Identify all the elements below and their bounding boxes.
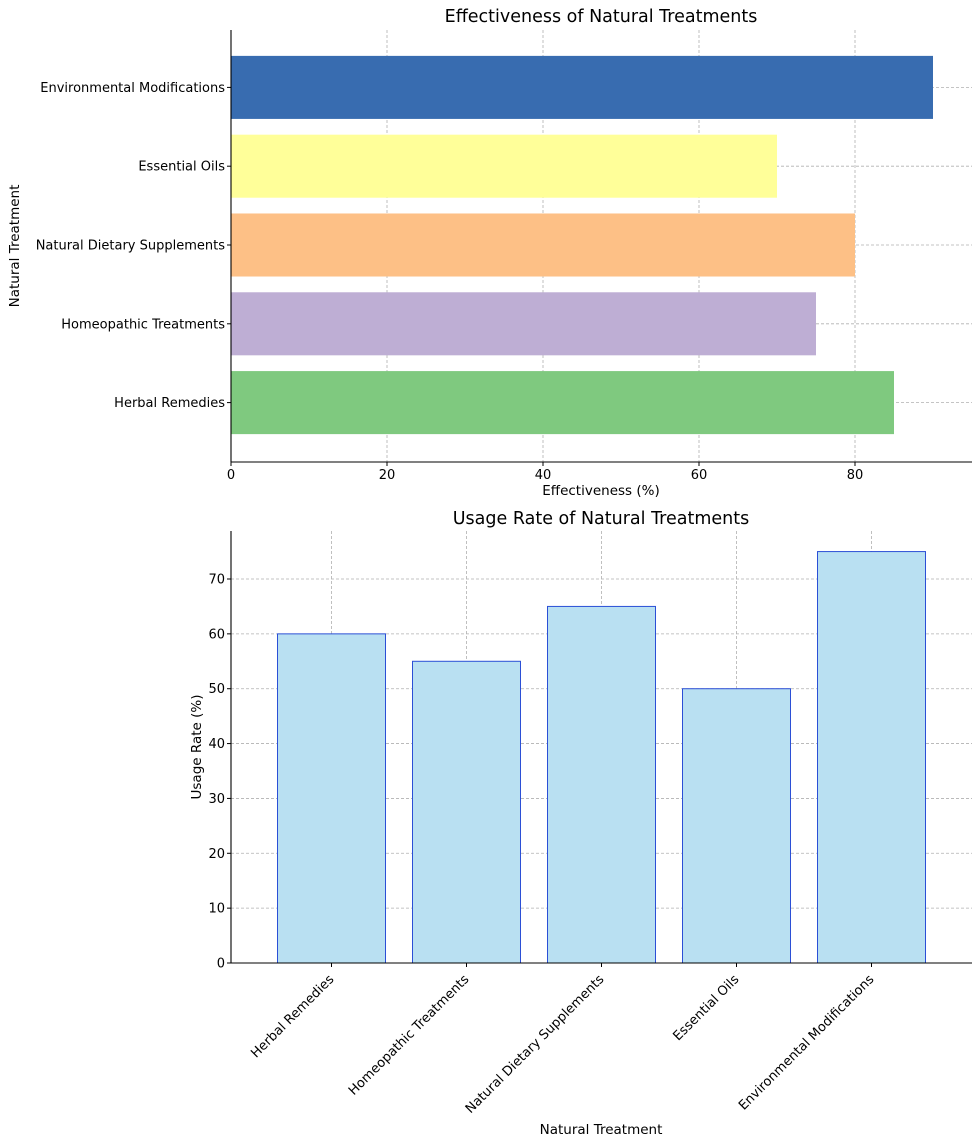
usage-y-tick-label-60: 60: [208, 627, 225, 642]
effectiveness-chart-title: Effectiveness of Natural Treatments: [445, 7, 758, 27]
usage-bar-natural-dietary-supplements: [547, 605, 656, 964]
usage-y-tick-label-70: 70: [208, 573, 225, 588]
effectiveness-y-ticks: Herbal Remedies Homeopathic Treatments Nat…: [36, 81, 231, 411]
effectiveness-y-tick-label-homeopathic-treatments: Homeopathic Treatments: [61, 317, 225, 332]
usage-bar-herbal-remedies: [277, 633, 386, 964]
usage-y-tick-label-0: 0: [217, 957, 225, 972]
effectiveness-y-tick-label-essential-oils: Essential Oils: [138, 160, 225, 175]
usage-y-tick-label-10: 10: [208, 902, 225, 917]
effectiveness-x-tick-label-20: 20: [379, 468, 396, 483]
effectiveness-bar-natural-dietary-supplements: [231, 213, 855, 277]
usage-y-tick-label-50: 50: [208, 682, 225, 697]
usage-x-ticks: Herbal Remedies Homeopathic TreatmentsNat…: [248, 963, 877, 1117]
effectiveness-bar-essential-oils: [231, 134, 777, 198]
usage-x-tick-label-environmental-modifications: Environmental Modifications: [736, 972, 877, 1113]
usage-y-tick-label-20: 20: [208, 847, 225, 862]
effectiveness-y-tick-label-natural-dietary-supplements: Natural Dietary Supplements: [36, 239, 226, 254]
effectiveness-x-tick-label-60: 60: [691, 468, 708, 483]
effectiveness-bar-homeopathic-treatments: [231, 292, 816, 356]
usage-bars: [277, 551, 926, 964]
usage-x-tick-label-natural-dietary-supplements: Natural Dietary Supplements: [463, 972, 608, 1117]
effectiveness-x-tick-label-40: 40: [535, 468, 552, 483]
usage-bar-essential-oils: [682, 688, 791, 964]
effectiveness-chart: Effectiveness of Natural Treatments 0 20 4…: [7, 7, 972, 499]
effectiveness-bar-herbal-remedies: [231, 371, 894, 435]
usage-bar-homeopathic-treatments: [412, 660, 521, 964]
usage-chart-title: Usage Rate of Natural Treatments: [453, 509, 749, 529]
usage-x-tick-label-herbal-remedies: Herbal Remedies: [248, 972, 337, 1061]
usage-x-axis-label: Natural Treatment: [540, 1122, 663, 1138]
effectiveness-x-tick-label-80: 80: [847, 468, 864, 483]
effectiveness-x-ticks: 0 20 40 60 80: [227, 462, 863, 483]
usage-y-tick-label-30: 30: [208, 792, 225, 807]
usage-bar-environmental-modifications: [817, 551, 926, 964]
effectiveness-y-tick-label-herbal-remedies: Herbal Remedies: [114, 396, 225, 411]
effectiveness-bars: [231, 55, 933, 435]
effectiveness-bar-environmental-modifications: [231, 55, 933, 119]
usage-x-tick-label-essential-oils: Essential Oils: [670, 972, 742, 1044]
usage-y-axis-label: Usage Rate (%): [189, 695, 205, 800]
effectiveness-y-axis-label: Natural Treatment: [7, 185, 23, 308]
effectiveness-x-tick-label-0: 0: [227, 468, 235, 483]
usage-y-ticks: 0 10 20 30 40 50 60 70: [208, 573, 231, 972]
effectiveness-x-axis-label: Effectiveness (%): [542, 483, 659, 499]
usage-x-tick-label-homeopathic-treatments: Homeopathic Treatments: [346, 972, 473, 1099]
usage-chart: Usage Rate of Natural Treatments 0 10 20 30…: [189, 509, 972, 1138]
effectiveness-y-tick-label-environmental-modifications: Environmental Modifications: [40, 81, 225, 96]
usage-y-tick-label-40: 40: [208, 737, 225, 752]
